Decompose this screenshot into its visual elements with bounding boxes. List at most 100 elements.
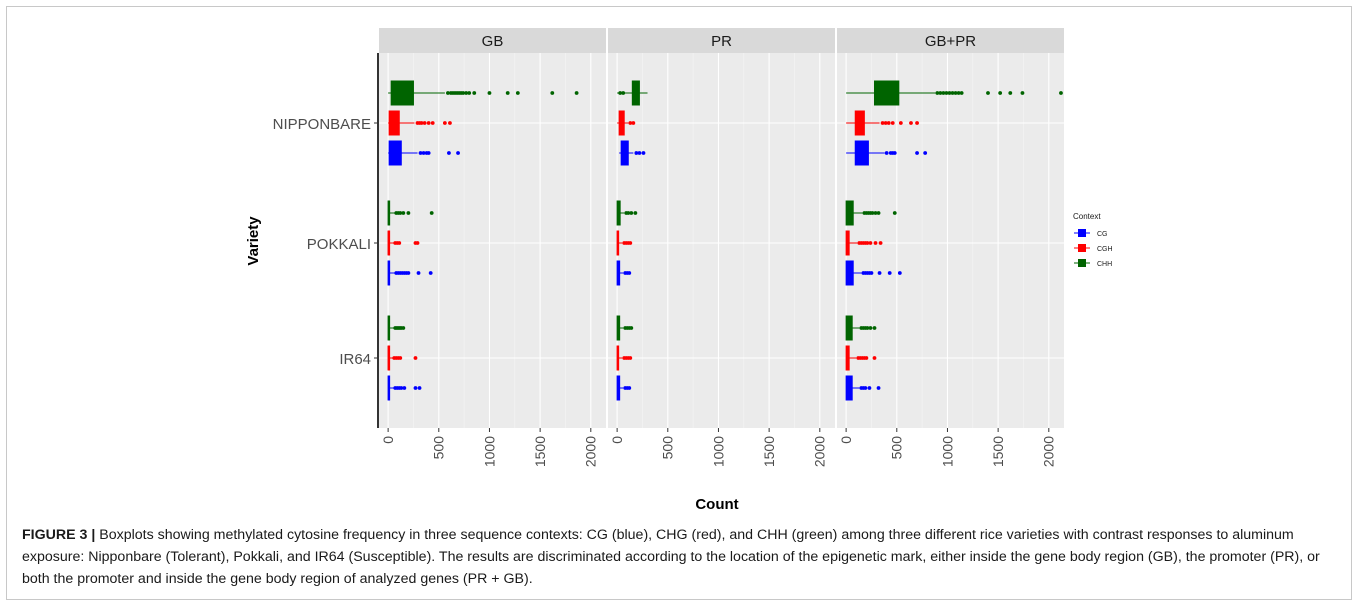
x-tick-label: 1500 [532, 436, 548, 467]
outlier-point [413, 356, 418, 360]
box-gb-pr-ir64-cg [845, 375, 881, 401]
outlier-point [401, 211, 406, 215]
x-tick-label: 1500 [761, 436, 777, 467]
outlier-point [461, 91, 466, 95]
box-iqr [388, 110, 400, 136]
box-iqr [388, 140, 402, 166]
box-iqr [390, 80, 414, 106]
outlier-point [886, 121, 891, 125]
x-tick-label: 0 [609, 436, 625, 444]
outlier-point [633, 211, 638, 215]
box-pr-pokkali-cg [616, 260, 632, 286]
outlier-point [505, 91, 510, 95]
box-gb-ir64-cg [387, 375, 422, 401]
outlier-point [873, 211, 878, 215]
outlier-point [868, 241, 873, 245]
outlier-point [422, 121, 427, 125]
outlier-point [628, 356, 633, 360]
outlier-point [1059, 91, 1063, 95]
outlier-point [873, 241, 878, 245]
outlier-point [628, 121, 633, 125]
outlier-point [515, 91, 520, 95]
x-tick-label: 2000 [812, 436, 828, 467]
outlier-point [464, 91, 469, 95]
x-tick-label: 500 [431, 436, 447, 460]
outlier-point [892, 211, 897, 215]
facet-strip-gb-pr [837, 28, 1064, 53]
outlier-point [406, 211, 411, 215]
x-tick-label: 1000 [710, 436, 726, 467]
outlier-point [430, 121, 435, 125]
outlier-point [868, 326, 873, 330]
outlier-point [887, 271, 892, 275]
x-tick-label: 500 [889, 436, 905, 460]
x-tick-label: 2000 [583, 436, 599, 467]
outlier-point [865, 241, 870, 245]
outlier-point [864, 356, 869, 360]
outlier-point [872, 326, 877, 330]
outlier-point [1008, 91, 1013, 95]
facet-label-gb: GB [482, 33, 504, 50]
outlier-point [877, 271, 882, 275]
outlier-point [631, 121, 636, 125]
box-gb-pr-pokkali-cg [845, 260, 902, 286]
outlier-point [923, 151, 928, 155]
outlier-point [998, 91, 1003, 95]
outlier-point [959, 91, 964, 95]
outlier-point [447, 151, 451, 155]
outlier-point [426, 151, 431, 155]
outlier-point [941, 91, 946, 95]
outlier-point [915, 121, 919, 125]
box-gb-pr-ir64-cgh [845, 345, 877, 371]
outlier-point [938, 91, 943, 95]
legend-key-cgh [1078, 244, 1086, 252]
box-gb-ir64-cgh [387, 345, 418, 371]
outlier-point [947, 91, 952, 95]
outlier-point [637, 151, 642, 155]
outlier-point [415, 241, 420, 245]
outlier-point [467, 91, 472, 95]
outlier-point [618, 91, 623, 95]
box-gb-nipponbare-cgh [388, 110, 452, 136]
facet-label-gb-pr: GB+PR [925, 33, 976, 50]
outlier-point [870, 211, 875, 215]
outlier-point [878, 241, 883, 245]
box-gb-pokkali-cg [387, 260, 433, 286]
x-axis-title: Count [695, 496, 738, 513]
box-iqr [854, 110, 865, 136]
x-tick-label: 1000 [481, 436, 497, 467]
outlier-point [909, 121, 913, 125]
panel-background [608, 53, 835, 428]
outlier-point [898, 121, 903, 125]
outlier-point [406, 271, 411, 275]
outlier-point [626, 211, 631, 215]
outlier-point [627, 271, 632, 275]
panel-background [379, 53, 606, 428]
x-tick-label: 2000 [1041, 436, 1057, 467]
outlier-point [629, 211, 634, 215]
box-gb-pr-nipponbare-cgh [846, 110, 919, 136]
box-gb-pr-nipponbare-chh [846, 80, 1063, 106]
box-iqr [845, 315, 853, 341]
x-tick-label: 0 [380, 436, 396, 444]
outlier-point [398, 211, 403, 215]
legend-key-chh [1078, 259, 1086, 267]
outlier-point [628, 241, 633, 245]
facet-label-pr: PR [711, 33, 732, 50]
outlier-point [442, 121, 447, 125]
facet-panel-pr: 0 500 1000 1500 2000 [608, 53, 835, 467]
outlier-point [883, 121, 888, 125]
outlier-point [956, 91, 961, 95]
outlier-point [880, 121, 885, 125]
outlier-point [867, 386, 872, 390]
outlier-point [950, 91, 955, 95]
outlier-point [399, 386, 404, 390]
boxplot-figure: GB 0 500 1000 1500 2000 PR 0 500 1000 1500 2000 GB+P… [245, 28, 1113, 513]
outlier-point [398, 356, 403, 360]
box-gb-pr-ir64-chh [845, 315, 877, 341]
outlier-point [446, 91, 450, 95]
outlier-point [413, 386, 418, 390]
y-tick-label-ir64: IR64 [339, 351, 371, 368]
outlier-point [634, 151, 639, 155]
box-pr-ir64-cgh [616, 345, 633, 371]
